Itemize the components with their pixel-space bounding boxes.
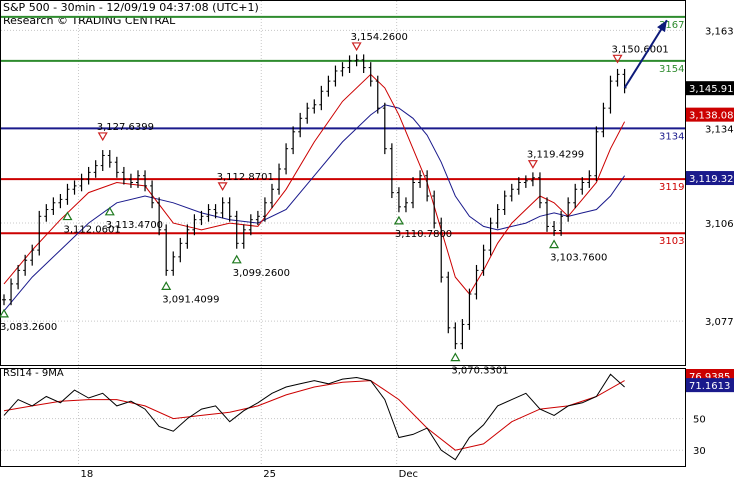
date-tick-label: Dec: [399, 469, 418, 480]
rsi-tick-label: 30: [693, 446, 706, 457]
projection-arrow-head: [657, 20, 667, 33]
resistance-marker-triangle: [351, 42, 362, 52]
price-tick-label: 3,163: [705, 26, 734, 37]
level-label: 3134: [659, 131, 684, 142]
level-label: 3119: [659, 182, 684, 193]
date-tick-label: 18: [80, 469, 93, 480]
price-annotation: 3,091.4099: [162, 294, 219, 305]
support-marker-triangle: [231, 254, 242, 264]
support-marker-triangle: [0, 308, 10, 318]
chart-title: S&P 500 - 30min - 12/09/19 04:37:08 (UTC…: [3, 1, 259, 14]
price-value-tag: [686, 107, 734, 122]
price-value-tag-label: 3,145.91: [689, 84, 734, 95]
price-annotation: 3,113.4700: [106, 220, 163, 231]
price-annotation: 3,070.3301: [451, 366, 508, 377]
level-label: 3167: [659, 20, 684, 31]
rsi-panel-frame: [0, 368, 686, 467]
rsi-ma-line: [3, 380, 625, 451]
price-annotation: 3,099.2600: [233, 268, 290, 279]
rsi-title: RSI14 - 9MA: [3, 368, 64, 379]
rsi-value-tag-label: 76.9385: [689, 372, 730, 383]
support-marker-triangle: [393, 215, 404, 225]
support-marker-triangle: [549, 239, 560, 249]
rsi-tick-label: 50: [693, 415, 706, 426]
resistance-marker-triangle: [97, 132, 108, 142]
support-marker-triangle: [450, 352, 461, 362]
price-tick-label: 3,134: [705, 124, 734, 135]
price-value-tag: [686, 171, 734, 186]
support-marker-triangle: [104, 206, 115, 216]
price-annotation: 3,083.2600: [0, 322, 57, 333]
price-annotation: 3,103.7600: [550, 253, 607, 264]
level-label: 3103: [659, 236, 684, 247]
support-marker-triangle: [161, 281, 172, 290]
price-annotation: 3,127.6399: [97, 122, 154, 133]
price-annotation: 3,119.4299: [527, 150, 584, 161]
projection-arrow-line: [623, 19, 668, 89]
price-annotation: 3,154.2600: [351, 32, 408, 43]
rsi-line: [3, 373, 625, 461]
price-value-tag-label: 3,119.32: [689, 174, 734, 185]
price-annotation: 3,110.7800: [395, 229, 452, 240]
price-value-tag-label: 3,138.08: [689, 111, 734, 122]
ma-slow-line: [3, 104, 626, 312]
price-annotation: 3,112.8701: [217, 172, 274, 183]
ma-fast-line: [3, 73, 626, 295]
rsi-value-tag: [686, 378, 734, 393]
price-panel-frame: [0, 0, 686, 366]
price-tick-label: 3,106: [705, 219, 734, 230]
date-tick-label: 25: [263, 469, 276, 480]
resistance-marker-triangle: [217, 182, 228, 192]
rsi-value-tag-label: 71.1613: [689, 381, 730, 392]
resistance-marker-triangle: [612, 54, 623, 64]
price-tick-label: 3,077: [705, 317, 734, 328]
level-label: 3154: [659, 64, 684, 75]
price-annotation: 3,150.6001: [612, 44, 669, 55]
price-annotation: 3,112.0601: [63, 225, 120, 236]
support-marker-triangle: [62, 211, 73, 221]
price-value-tag: [686, 81, 734, 96]
resistance-marker-triangle: [527, 160, 538, 169]
